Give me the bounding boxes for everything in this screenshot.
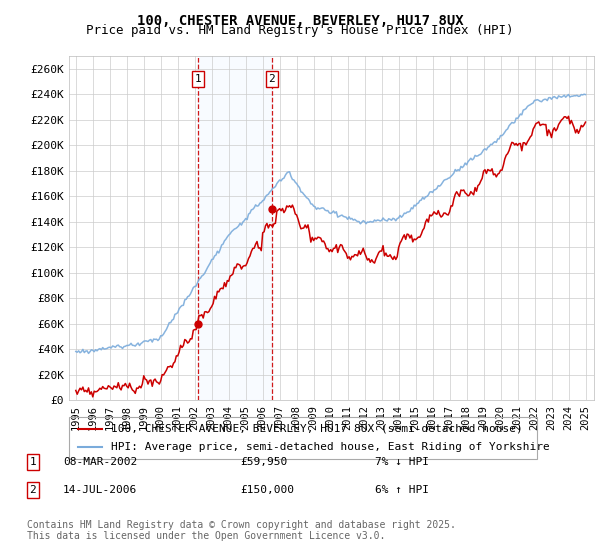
Text: 100, CHESTER AVENUE, BEVERLEY, HU17 8UX: 100, CHESTER AVENUE, BEVERLEY, HU17 8UX (137, 14, 463, 28)
Text: 2: 2 (29, 485, 37, 495)
Text: 08-MAR-2002: 08-MAR-2002 (63, 457, 137, 467)
Bar (198, 56, 272, 400)
Text: HPI: Average price, semi-detached house, East Riding of Yorkshire: HPI: Average price, semi-detached house,… (111, 442, 550, 452)
Text: 6% ↑ HPI: 6% ↑ HPI (375, 485, 429, 495)
Text: Price paid vs. HM Land Registry's House Price Index (HPI): Price paid vs. HM Land Registry's House … (86, 24, 514, 37)
Text: 7% ↓ HPI: 7% ↓ HPI (375, 457, 429, 467)
Text: Contains HM Land Registry data © Crown copyright and database right 2025.
This d: Contains HM Land Registry data © Crown c… (27, 520, 456, 542)
Text: 14-JUL-2006: 14-JUL-2006 (63, 485, 137, 495)
Text: 1: 1 (194, 74, 201, 84)
Text: £59,950: £59,950 (240, 457, 287, 467)
Text: £150,000: £150,000 (240, 485, 294, 495)
Text: 2: 2 (268, 74, 275, 84)
Text: 100, CHESTER AVENUE, BEVERLEY, HU17 8UX (semi-detached house): 100, CHESTER AVENUE, BEVERLEY, HU17 8UX … (111, 424, 523, 434)
Text: 1: 1 (29, 457, 37, 467)
